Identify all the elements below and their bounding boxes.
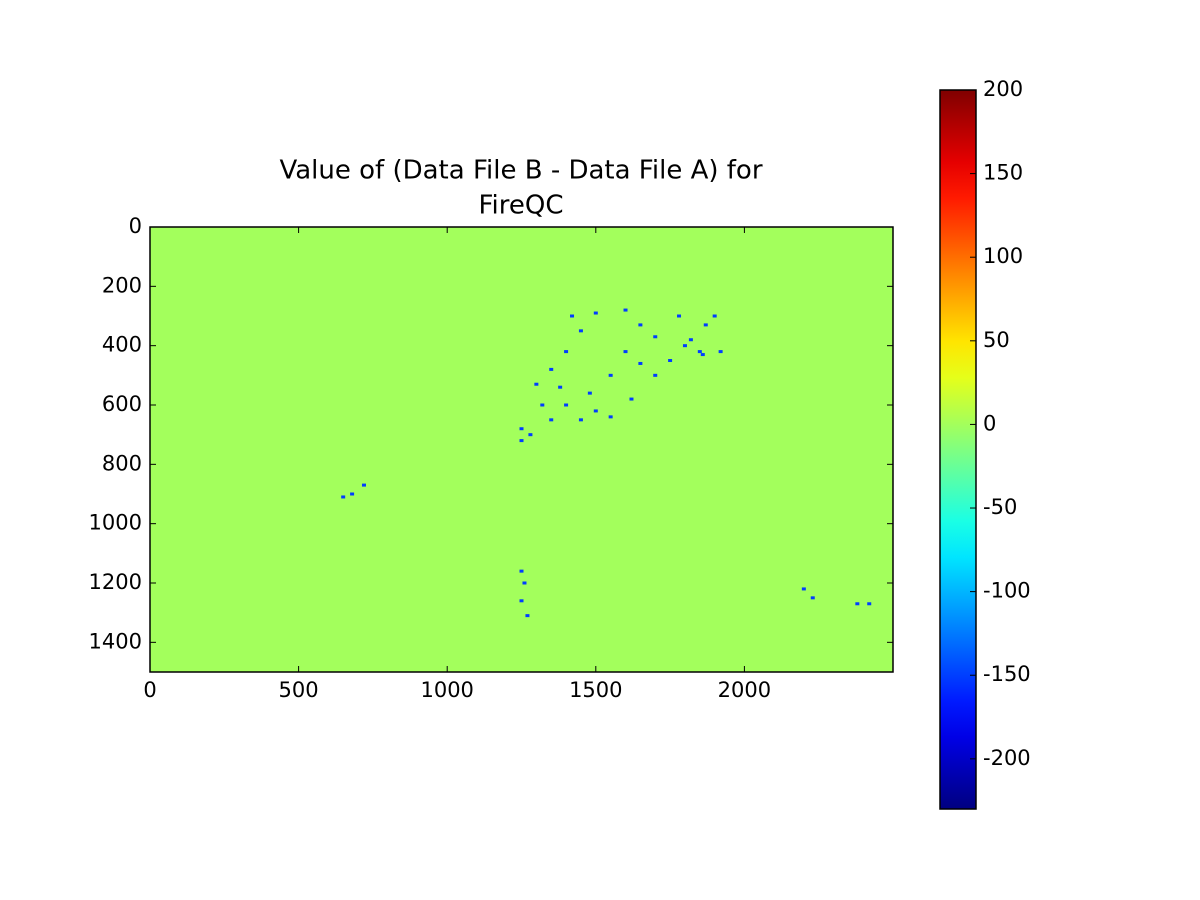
speckle — [638, 323, 643, 327]
y-tick-label: 200 — [102, 273, 142, 297]
speckle — [718, 350, 723, 354]
speckle — [570, 314, 575, 318]
y-tick-label: 1200 — [89, 570, 142, 594]
speckle — [578, 329, 583, 333]
speckle — [519, 569, 524, 573]
speckle — [700, 353, 705, 357]
speckle — [855, 602, 860, 606]
y-tick-label: 1400 — [89, 629, 142, 653]
colorbar-tick-label: -100 — [983, 579, 1031, 603]
x-tick-label: 1000 — [420, 678, 473, 702]
speckle — [810, 596, 815, 600]
x-tick-label: 0 — [143, 678, 156, 702]
plot-frame — [149, 226, 894, 673]
speckle — [522, 581, 527, 585]
speckle — [534, 382, 539, 386]
speckle — [623, 350, 628, 354]
colorbar-tick-label: -200 — [983, 746, 1031, 770]
speckle — [638, 361, 643, 365]
speckle — [564, 350, 569, 354]
speckle — [341, 495, 346, 499]
x-tick-label: 1500 — [569, 678, 622, 702]
speckle — [525, 614, 530, 618]
colorbar — [939, 89, 977, 810]
speckle — [540, 403, 545, 407]
speckle — [578, 418, 583, 422]
speckle — [677, 314, 682, 318]
speckle — [350, 492, 355, 496]
speckle — [688, 338, 693, 342]
speckle — [653, 373, 658, 377]
speckle — [668, 359, 673, 362]
speckle — [593, 409, 598, 413]
speckle — [608, 415, 613, 419]
colorbar-tick-label: -150 — [983, 662, 1031, 686]
colorbar-tick-label: 200 — [983, 77, 1023, 101]
chart-title: FireQC — [478, 191, 563, 221]
speckle — [682, 344, 687, 348]
speckle — [519, 439, 524, 443]
speckle — [653, 335, 658, 339]
colorbar-tick-label: 50 — [983, 328, 1010, 352]
y-tick-label: 600 — [102, 392, 142, 416]
y-tick-label: 0 — [129, 214, 142, 238]
x-tick-label: 500 — [279, 678, 319, 702]
speckle — [703, 323, 708, 327]
speckle — [712, 314, 717, 318]
speckle — [623, 308, 628, 312]
speckle — [361, 483, 366, 487]
colorbar-tick-label: 100 — [983, 244, 1023, 268]
speckle — [519, 599, 524, 603]
speckle — [587, 391, 592, 395]
speckle — [697, 350, 702, 354]
speckle — [549, 367, 554, 371]
speckle — [564, 403, 569, 407]
y-tick-label: 1000 — [89, 511, 142, 535]
speckle — [801, 587, 806, 591]
x-tick-label: 2000 — [718, 678, 771, 702]
colorbar-tick-label: 0 — [983, 411, 996, 435]
speckle — [593, 311, 598, 315]
speckle — [519, 427, 524, 431]
y-tick-label: 800 — [102, 451, 142, 475]
speckle — [629, 397, 634, 401]
chart-title: Value of (Data File B - Data File A) for — [279, 156, 762, 186]
speckle — [867, 602, 872, 606]
y-tick-label: 400 — [102, 333, 142, 357]
speckle — [608, 373, 613, 377]
speckle — [558, 385, 563, 389]
colorbar-tick-label: -50 — [983, 495, 1017, 519]
image-field — [150, 227, 893, 672]
colorbar-tick-label: 150 — [983, 161, 1023, 185]
speckle — [549, 418, 554, 422]
speckle — [528, 433, 533, 437]
